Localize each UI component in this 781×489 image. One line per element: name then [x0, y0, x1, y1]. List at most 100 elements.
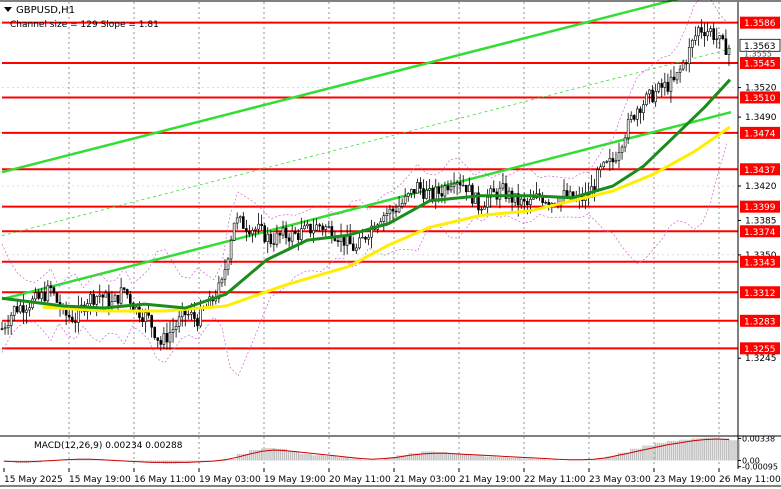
candle-body	[455, 182, 459, 185]
time-tick-label: 15 May 2025	[4, 475, 63, 485]
candle-body	[449, 185, 453, 191]
candle-body	[141, 317, 144, 322]
candle-body	[687, 47, 691, 65]
candle-body	[171, 329, 175, 333]
candle-body	[315, 224, 318, 231]
candle-body	[501, 183, 505, 189]
candle-body	[422, 188, 425, 199]
candle-body	[394, 210, 398, 213]
candle-body	[43, 292, 47, 302]
level-tag-label: 1.3399	[744, 203, 776, 213]
candle-body	[296, 233, 300, 240]
dropdown-triangle-icon[interactable]	[4, 7, 12, 12]
symbol-title: GBPUSD,H1	[16, 5, 75, 16]
macd-tick-label: -0.00095	[742, 463, 778, 472]
candle-body	[678, 68, 682, 73]
candle-body	[712, 28, 715, 40]
candle-body	[165, 333, 169, 343]
candle-body	[19, 305, 22, 313]
candle-body	[388, 208, 392, 214]
candle-body	[361, 236, 364, 239]
candle-body	[675, 72, 679, 81]
level-tag-label: 1.3586	[744, 19, 776, 29]
candle-body	[400, 202, 404, 207]
candle-body	[49, 285, 53, 288]
candle-body	[477, 192, 480, 211]
candle-body	[98, 294, 102, 297]
candle-body	[461, 184, 465, 187]
candle-body	[119, 287, 123, 304]
moving-averages	[1, 78, 732, 313]
time-tick-label: 21 May 19:00	[459, 475, 521, 485]
candle-body	[281, 227, 285, 236]
candle-body	[391, 208, 395, 212]
candle-body	[321, 225, 325, 230]
level-tag	[740, 16, 780, 29]
candle-body	[691, 40, 694, 48]
level-tag-label: 1.3283	[744, 317, 776, 327]
candle-body	[480, 208, 483, 211]
candle-body	[654, 90, 657, 103]
candle-body	[623, 137, 627, 148]
candle-body	[15, 306, 19, 313]
candle-body	[715, 38, 719, 40]
candle-body	[336, 240, 340, 242]
level-tag-label: 1.3312	[744, 289, 776, 299]
candle-body	[703, 32, 706, 37]
time-tick-label: 16 May 11:00	[134, 475, 196, 485]
candle-body	[89, 293, 92, 304]
candle-body	[6, 325, 10, 329]
candle-body	[156, 337, 160, 341]
time-tick-label: 20 May 11:00	[329, 475, 391, 485]
candle-body	[0, 328, 4, 330]
channel-lower-line	[1, 110, 732, 301]
level-tag	[740, 286, 780, 299]
level-tag-label: 1.3510	[744, 94, 776, 104]
candle-body	[351, 243, 355, 251]
candle-body	[413, 189, 416, 194]
candle-body	[52, 287, 56, 294]
level-tag-label: 1.3545	[744, 60, 776, 70]
level-tag	[740, 126, 780, 139]
candle-body	[694, 35, 697, 41]
candle-body	[458, 182, 462, 186]
candle-body	[220, 278, 224, 284]
candle-body	[25, 309, 28, 313]
candle-body	[67, 314, 71, 318]
candle-body	[12, 306, 16, 316]
level-tag	[740, 342, 780, 355]
candle-body	[724, 38, 728, 55]
price-tick-label: 1.3420	[745, 182, 777, 192]
candle-body	[657, 83, 661, 92]
candle-body	[626, 119, 630, 139]
candle-body	[128, 294, 132, 304]
price-tick-label: 1.3490	[745, 113, 777, 123]
candle-body	[22, 305, 25, 313]
candle-body	[358, 237, 361, 249]
candle-body	[483, 206, 486, 210]
candle-body	[70, 316, 74, 323]
candle-body	[272, 243, 276, 245]
candle-body	[290, 231, 294, 242]
candle-body	[642, 104, 645, 113]
candle-body	[382, 215, 386, 222]
candle-body	[284, 227, 288, 239]
candle-body	[287, 237, 291, 242]
price-tick-label: 1.3245	[745, 354, 777, 364]
current-price-tag	[739, 38, 781, 52]
candle-body	[245, 228, 248, 232]
candle-body	[700, 27, 703, 33]
candle-body	[226, 258, 230, 271]
candle-body	[697, 27, 700, 37]
level-tag	[740, 314, 780, 327]
candle-body	[309, 223, 312, 234]
candle-body	[190, 312, 193, 315]
candle-body	[269, 233, 273, 244]
candle-body	[55, 292, 59, 303]
candle-body	[40, 292, 44, 299]
candle-body	[620, 146, 624, 153]
candle-body	[177, 316, 181, 327]
candle-body	[199, 307, 202, 327]
candle-body	[608, 158, 612, 162]
candle-body	[425, 189, 428, 199]
